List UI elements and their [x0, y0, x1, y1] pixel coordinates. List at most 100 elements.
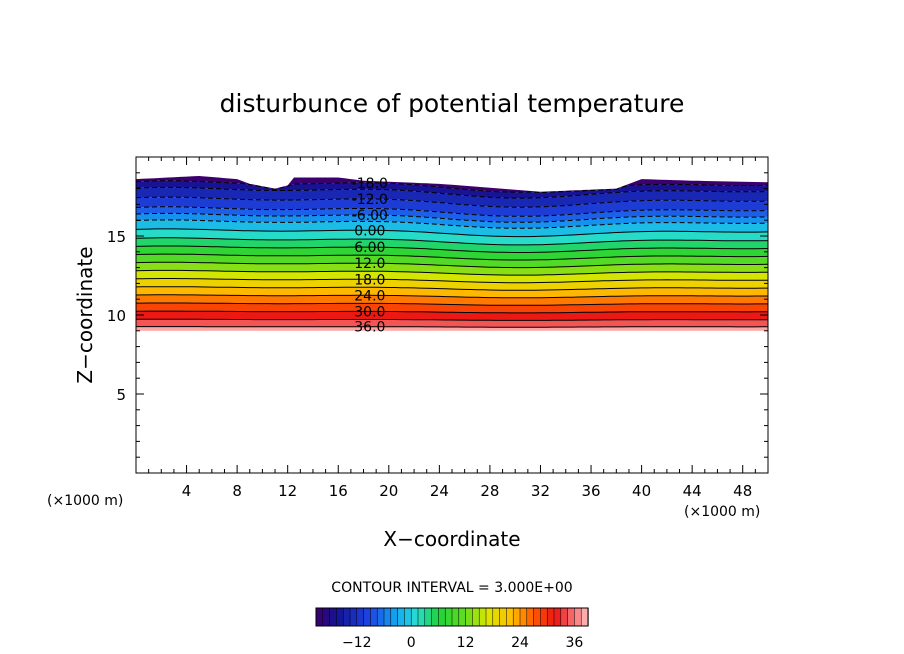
contour-lines	[135, 180, 769, 328]
colorbar-cell	[533, 607, 542, 627]
chart-title: disturbunce of potential temperature	[220, 89, 685, 118]
x-tick-label: 16	[329, 482, 348, 500]
colorbar-cell	[499, 607, 508, 627]
colorbar-cell	[363, 607, 372, 627]
contour-line	[135, 186, 769, 199]
contour-label: 0.00	[354, 223, 385, 239]
colorbar-tick-label: 24	[511, 635, 529, 651]
colorbar-cell	[342, 607, 351, 627]
colorbar-cell	[431, 607, 440, 627]
contour-band	[136, 176, 768, 193]
colorbar-cells	[315, 607, 589, 627]
colorbar-cell	[370, 607, 378, 627]
colorbar-cell	[472, 607, 480, 627]
contour-band	[136, 286, 768, 298]
colorbar-cell	[410, 607, 419, 627]
z-tick-label: 15	[107, 228, 126, 246]
colorbar-cell	[553, 607, 562, 627]
colorbar-cell	[526, 607, 535, 627]
colorbar-cell	[315, 607, 324, 627]
colorbar-tick-label: 0	[407, 635, 416, 651]
colorbar-cell	[560, 607, 569, 627]
colorbar-cell	[444, 607, 453, 627]
contour-band	[136, 303, 768, 313]
contour-band	[136, 294, 768, 306]
x-tick-label: 32	[531, 482, 550, 500]
colorbar-cell	[580, 607, 589, 627]
colorbar-cell	[336, 607, 344, 627]
contour-line	[135, 206, 769, 217]
contour-line	[135, 228, 769, 238]
contour-line	[135, 212, 769, 223]
contour-line	[135, 286, 768, 291]
x-tick-label: 36	[581, 482, 600, 500]
contour-line	[136, 310, 768, 314]
x-tick-label: 12	[278, 482, 297, 500]
colorbar-cell	[465, 607, 474, 627]
contour-band	[136, 319, 768, 328]
contour-line	[136, 318, 768, 321]
colorbar-cell	[438, 607, 446, 627]
filled-contours	[136, 176, 768, 331]
colorbar-tick-label: −12	[342, 635, 372, 651]
contour-line	[135, 196, 769, 208]
contour-band	[136, 311, 768, 321]
contour-label: -12.0	[352, 192, 388, 208]
contour-line	[135, 261, 769, 269]
contour-label: -18.0	[352, 176, 388, 192]
contour-label: 36.0	[354, 320, 385, 336]
contour-band	[136, 213, 768, 229]
colorbar-cell	[574, 607, 582, 627]
contour-line	[135, 269, 768, 276]
plot-area: -18.0-12.0-6.000.006.0012.018.024.030.03…	[107, 156, 769, 500]
colorbar-cell	[478, 607, 487, 627]
z-tick-label: 5	[116, 386, 126, 404]
contour-line	[135, 294, 768, 299]
x-tick-label: 4	[182, 482, 192, 500]
contour-labels: -18.0-12.0-6.000.006.0012.018.024.030.03…	[352, 176, 388, 336]
z-axis-label: Z−coordinate	[73, 246, 97, 383]
colorbar-tick-label: 36	[565, 635, 583, 651]
contour-label: -6.00	[352, 208, 388, 224]
colorbar-cell	[417, 607, 426, 627]
colorbar-cell	[512, 607, 521, 627]
colorbar-cell	[519, 607, 528, 627]
colorbar-cell	[424, 607, 433, 627]
colorbar-cell	[451, 607, 460, 627]
z-tick-label: 10	[107, 307, 126, 325]
colorbar-cell	[329, 607, 338, 627]
x-axis-label: X−coordinate	[383, 527, 520, 551]
x-tick-label: 48	[733, 482, 752, 500]
colorbar-cell	[376, 607, 385, 627]
contour-label: 30.0	[354, 304, 385, 320]
colorbar-cell	[540, 607, 548, 627]
x-tick-label: 24	[430, 482, 449, 500]
x-tick-label: 44	[683, 482, 702, 500]
colorbar: −12 0 12 24 36	[315, 607, 589, 651]
colorbar-cell	[383, 607, 392, 627]
contour-label: 18.0	[354, 272, 385, 288]
x-tick-label: 20	[379, 482, 398, 500]
contour-line	[135, 278, 768, 284]
colorbar-cell	[356, 607, 365, 627]
x-tick-label: 40	[632, 482, 651, 500]
contour-line	[135, 180, 769, 194]
contour-band	[136, 180, 768, 199]
x-tick-label: 8	[232, 482, 242, 500]
x-tick-label: 28	[480, 482, 499, 500]
colorbar-cell	[404, 607, 412, 627]
x-axis-ticks: 4 8 12 16 20 24 28 32 36 40 44 48	[148, 157, 756, 500]
colorbar-cell	[567, 607, 576, 627]
contour-line	[135, 219, 769, 229]
colorbar-cell	[397, 607, 406, 627]
colorbar-tick-label: 12	[457, 635, 475, 651]
contour-label: 24.0	[354, 288, 385, 304]
colorbar-cell	[458, 607, 467, 627]
contour-line	[136, 302, 768, 306]
x-unit-right: (×1000 m)	[684, 504, 760, 520]
colorbar-cell	[506, 607, 514, 627]
colorbar-cell	[485, 607, 494, 627]
colorbar-frame	[315, 607, 589, 627]
contour-label: 12.0	[354, 256, 385, 272]
